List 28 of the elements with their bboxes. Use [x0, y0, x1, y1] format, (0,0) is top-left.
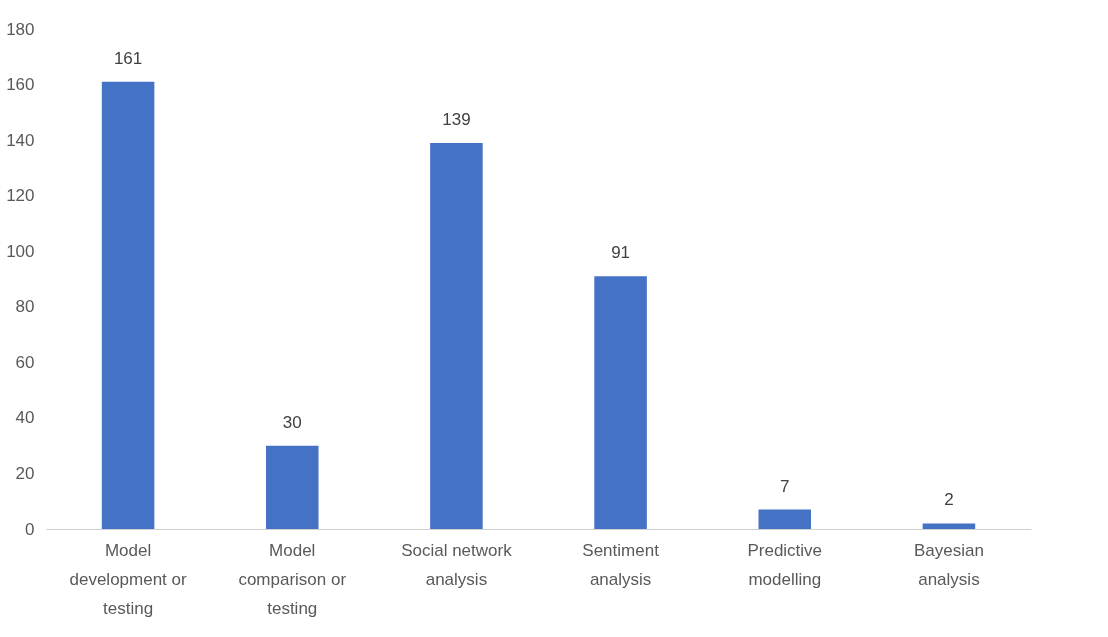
y-tick-label: 180: [6, 19, 35, 39]
data-label: 7: [780, 476, 790, 496]
data-label: 91: [611, 243, 631, 263]
data-label: 2: [944, 490, 954, 510]
bar: [430, 142, 483, 529]
x-tick-label: Model comparison or testing: [238, 541, 347, 618]
y-tick-label: 60: [15, 352, 35, 372]
data-label: 161: [113, 48, 143, 68]
y-tick-label: 40: [15, 408, 35, 428]
data-label: 30: [282, 412, 302, 432]
bar: [101, 81, 155, 529]
bar: [758, 509, 812, 529]
y-tick-label: 120: [6, 186, 35, 206]
bar: [594, 276, 647, 529]
bar: [922, 523, 976, 529]
y-tick-label: 100: [6, 241, 35, 261]
y-tick-label: 160: [6, 75, 35, 95]
x-tick-label: Predictive modelling: [747, 541, 823, 589]
y-tick-label: 140: [6, 130, 35, 150]
data-label: 139: [442, 109, 471, 129]
x-tick-label: Bayesian analysis: [913, 541, 984, 589]
y-tick-label: 20: [15, 463, 35, 483]
x-tick-label: Sentiment analysis: [582, 541, 660, 589]
bar: [265, 445, 319, 529]
y-tick-label: 0: [25, 519, 35, 539]
x-tick-label: Model development or testing: [69, 541, 188, 618]
y-tick-label: 80: [15, 297, 35, 317]
x-tick-label: Social network analysis: [401, 541, 513, 589]
